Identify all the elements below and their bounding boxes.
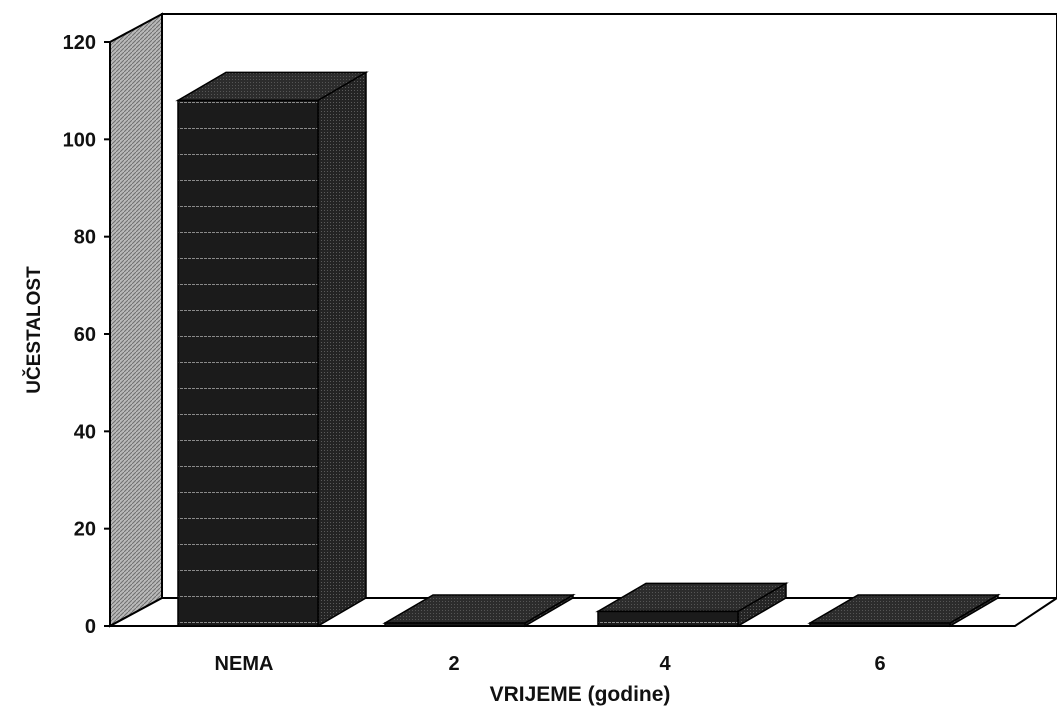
x-tick-label: 4 [659, 653, 671, 675]
x-tick-label: NEMA [215, 653, 274, 675]
y-tick-label: 40 [74, 421, 96, 443]
bar-side [317, 71, 367, 628]
chart-back-wall [161, 13, 1057, 599]
y-tick-label: 20 [74, 519, 96, 541]
y-axis-label: UČESTALOST [23, 266, 45, 394]
bar-front [177, 99, 319, 627]
bar-2 [382, 593, 576, 628]
chart-left-wall [109, 12, 163, 628]
y-tick-label: 120 [63, 32, 96, 54]
y-tick-label: 80 [74, 227, 96, 249]
bars [175, 71, 1001, 628]
y-axis-ticks: 0 20 40 60 80 100 120 [63, 32, 110, 638]
bar-4 [595, 582, 789, 628]
bar-nema [175, 71, 369, 628]
bar-front [809, 622, 951, 627]
y-tick-label: 100 [63, 129, 96, 151]
x-axis-label: VRIJEME (godine) [490, 683, 671, 706]
bar-front [384, 622, 526, 627]
bar-6 [807, 593, 1001, 628]
x-axis-ticks: NEMA 2 4 6 [215, 653, 886, 675]
y-tick-label: 60 [74, 324, 96, 346]
x-tick-label: 6 [874, 653, 885, 675]
bar-front [597, 610, 739, 627]
x-tick-label: 2 [448, 653, 459, 675]
y-tick-label: 0 [85, 616, 96, 638]
